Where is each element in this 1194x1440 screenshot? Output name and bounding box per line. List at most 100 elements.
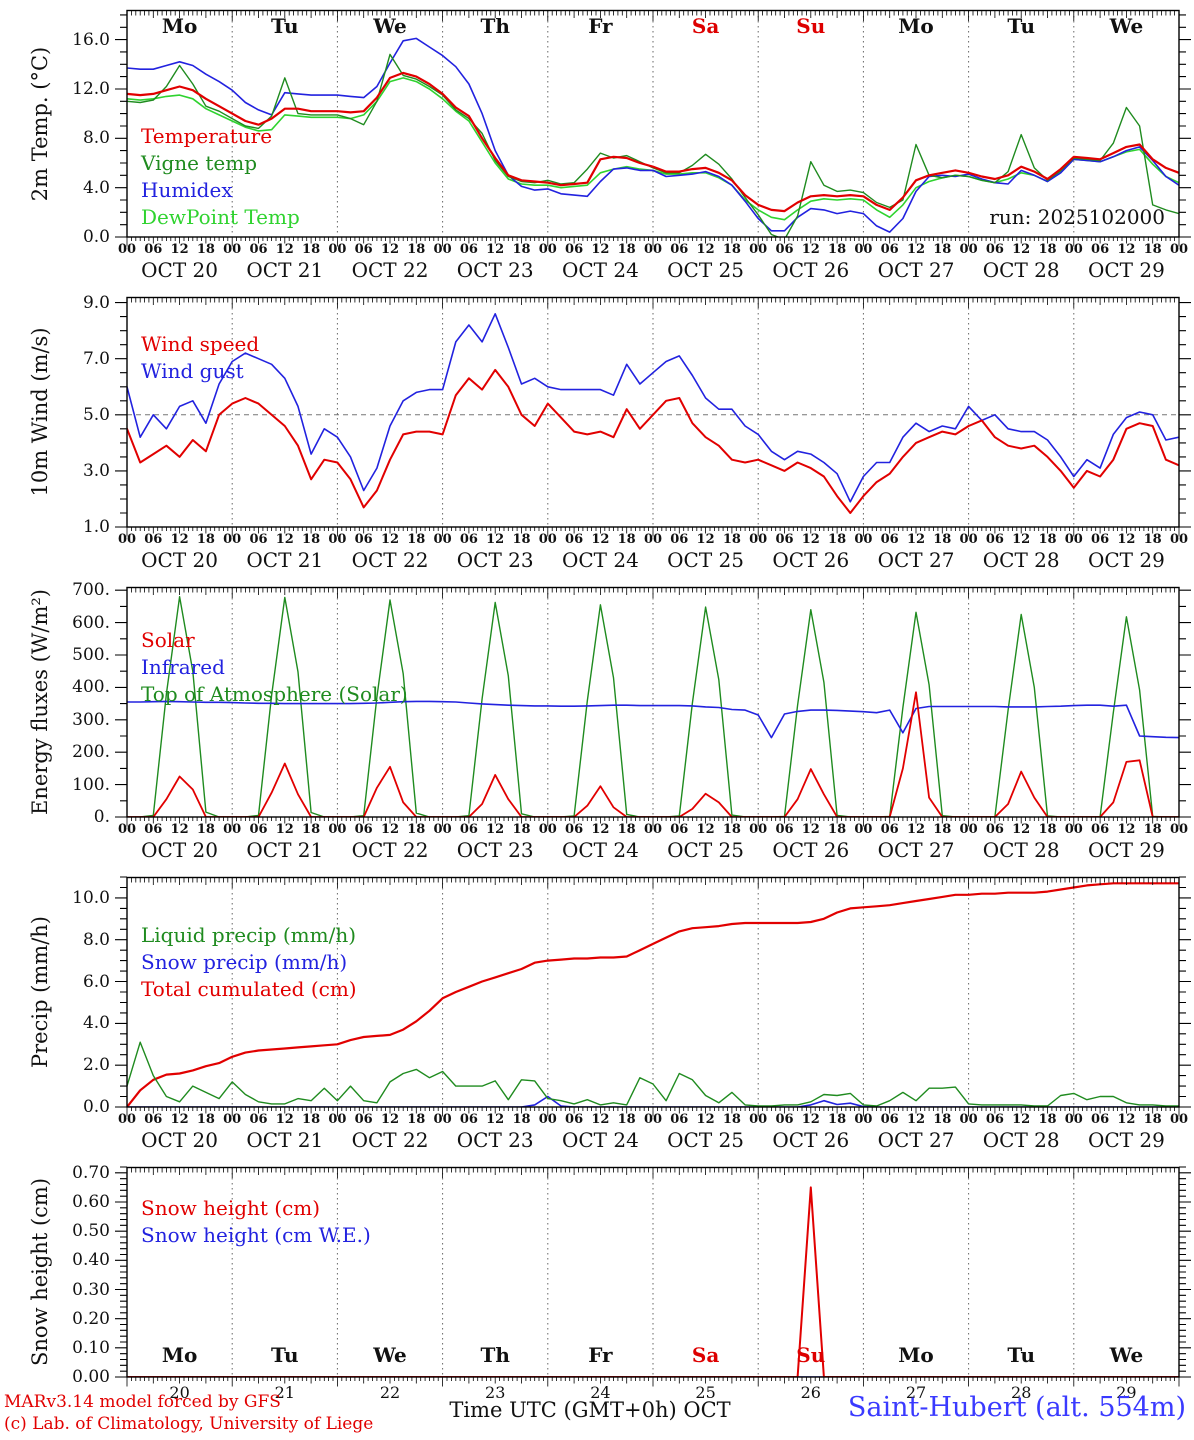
hour-tick-label: 00 (117, 822, 137, 837)
hour-tick-label: 00 (538, 1112, 557, 1127)
y-tick-label: 200. (72, 742, 110, 763)
weekday-label: We (1109, 14, 1144, 38)
hour-tick-label: 06 (565, 822, 584, 837)
hour-tick-label: 12 (906, 532, 926, 547)
weekday-label: We (373, 1343, 407, 1367)
date-label: OCT 22 (351, 548, 429, 572)
chart-svg-energy (115, 586, 1191, 827)
hour-tick-label: 12 (591, 532, 610, 547)
hour-tick-label: 06 (459, 532, 478, 547)
date-label: OCT 26 (772, 258, 850, 282)
panel-ylabel: Energy fluxes (W/m²) (28, 589, 52, 815)
hour-tick-label: 00 (643, 822, 663, 837)
hour-tick-label: 18 (196, 822, 215, 837)
hour-tick-label: 18 (933, 1112, 952, 1127)
hour-tick-label: 00 (117, 242, 137, 257)
series-vigne-temp (127, 53, 1179, 237)
date-label: OCT 24 (561, 258, 639, 282)
hour-tick-label: 00 (643, 532, 663, 547)
hour-tick-label: 06 (880, 242, 899, 257)
hour-tick-label: 00 (223, 242, 242, 257)
hour-tick-label: 00 (959, 532, 978, 547)
date-label: OCT 24 (561, 548, 639, 572)
y-tick-label: 2.0 (82, 1055, 110, 1076)
hour-tick-label: 06 (985, 1112, 1004, 1127)
chart-svg-wind (115, 296, 1191, 537)
hour-tick-label: 18 (1038, 242, 1057, 257)
y-tick-label: 0.20 (72, 1308, 110, 1329)
hour-tick-label: 00 (749, 1112, 768, 1127)
weekday-label: Tu (1007, 14, 1035, 38)
weekday-label: Th (480, 14, 510, 38)
hour-tick-label: 12 (380, 242, 400, 257)
hour-tick-label: 18 (617, 532, 636, 547)
hour-tick-label: 18 (722, 242, 741, 257)
hour-tick-label: 00 (538, 532, 557, 547)
weekday-label: Su (796, 1343, 826, 1367)
date-label: OCT 28 (982, 548, 1060, 572)
date-label: OCT 23 (456, 1128, 534, 1152)
y-tick-label: 0.0 (82, 1097, 110, 1117)
y-tick-label: 5.0 (82, 404, 110, 425)
date-label: OCT 20 (141, 548, 219, 572)
weekday-label: Mo (161, 1343, 198, 1367)
hour-tick-label: 12 (275, 532, 294, 547)
hour-tick-label: 18 (302, 1112, 321, 1127)
hour-tick-label: 00 (117, 1112, 137, 1127)
hour-tick-label: 06 (144, 242, 163, 257)
hour-tick-label: 00 (328, 242, 347, 257)
date-label: OCT 21 (246, 548, 324, 572)
hour-tick-label: 18 (828, 822, 847, 837)
y-tick-label: 3.0 (82, 460, 110, 481)
date-label: OCT 28 (982, 1128, 1060, 1152)
y-tick-label: 0.10 (72, 1337, 110, 1358)
hour-tick-label: 06 (1091, 532, 1110, 547)
series-wind-gust (127, 312, 1179, 503)
y-tick-label: 600. (72, 612, 110, 633)
hour-tick-label: 06 (1091, 242, 1110, 257)
legend-snow-height-we: Snow height (cm W.E.) (141, 1223, 371, 1247)
y-tick-label: 300. (72, 709, 110, 730)
date-label: OCT 25 (667, 548, 745, 572)
hour-tick-label: 06 (880, 822, 899, 837)
hour-tick-label: 06 (249, 242, 268, 257)
hour-tick-label: 18 (1038, 1112, 1057, 1127)
hour-tick-label: 00 (328, 822, 347, 837)
legend-dewpoint: DewPoint Temp (141, 205, 300, 229)
weekday-label: Tu (1007, 1343, 1035, 1367)
hour-tick-label: 06 (880, 532, 899, 547)
panel-ylabel: Precip (mm/h) (28, 915, 52, 1069)
hour-tick-label: 00 (959, 242, 978, 257)
hour-tick-label: 12 (801, 532, 820, 547)
date-label: OCT 27 (877, 548, 955, 572)
y-tick-label: 0. (93, 807, 110, 827)
legend-toa-solar: Top of Atmosphere (Solar) (141, 682, 408, 706)
hour-tick-label: 18 (407, 242, 426, 257)
date-label: OCT 26 (772, 838, 850, 862)
hour-tick-label: 12 (1117, 532, 1136, 547)
hour-tick-label: 12 (275, 242, 294, 257)
hour-tick-label: 00 (538, 242, 557, 257)
weekday-label: Sa (691, 14, 720, 38)
series-dewpoint (127, 77, 1179, 221)
hour-tick-label: 12 (801, 1112, 820, 1127)
y-tick-label: 4.0 (82, 1013, 110, 1034)
y-tick-label: 9.0 (82, 292, 110, 313)
hour-tick-label: 12 (696, 822, 715, 837)
date-label: OCT 29 (1087, 1128, 1165, 1152)
hour-tick-label: 18 (302, 822, 321, 837)
date-label: OCT 28 (982, 258, 1060, 282)
weekday-label: Mo (161, 14, 198, 38)
weekday-label: Tu (271, 1343, 299, 1367)
hour-tick-label: 00 (433, 532, 452, 547)
date-label: OCT 24 (561, 1128, 639, 1152)
hour-tick-label: 06 (249, 1112, 268, 1127)
legend-snow-height: Snow height (cm) (141, 1196, 321, 1220)
run-annotation: run: 2025102000 (989, 205, 1165, 229)
hour-tick-label: 00 (959, 822, 978, 837)
weekday-label: We (373, 14, 407, 38)
date-label: OCT 25 (667, 258, 745, 282)
date-label: OCT 21 (246, 258, 324, 282)
